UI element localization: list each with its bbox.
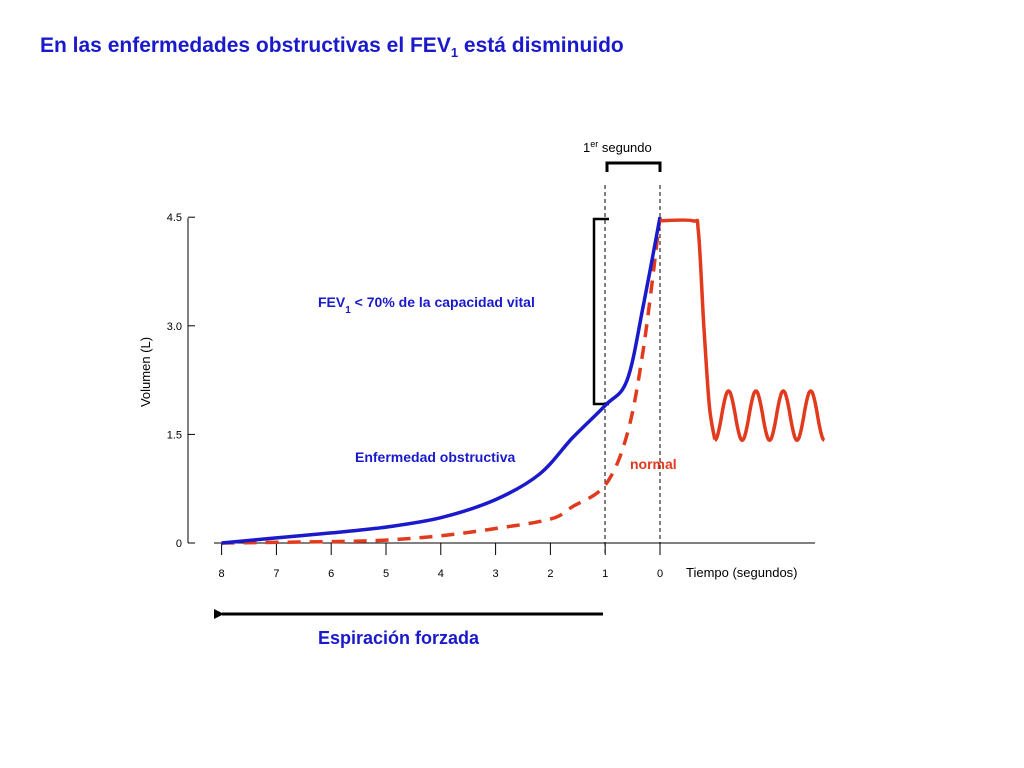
y-tick-label: 0 [176,538,182,550]
x-tick-label: 0 [657,568,663,580]
x-tick-label: 5 [383,568,389,580]
first-second-bracket [605,161,662,172]
first-second-label: 1er segundo [583,139,652,155]
forced-expiration-label: Espiración forzada [318,628,480,648]
x-tick-label: 8 [219,568,225,580]
x-tick-label: 1 [602,568,608,580]
y-tick-label: 3.0 [167,321,182,333]
x-tick-label: 2 [547,568,553,580]
slide-title: En las enfermedades obstructivas el FEV1… [40,34,624,61]
normal-plateau-curve [659,218,717,440]
obstructive-label: Enfermedad obstructiva [355,449,515,465]
y-axis-label: Volumen (L) [138,337,153,407]
x-tick-label: 4 [438,568,444,580]
fev1-annotation: FEV1 < 70% de la capacidad vital [318,294,535,316]
y-tick-label: 1.5 [167,429,182,441]
x-tick-label: 6 [328,568,334,580]
normal-label: normal [630,456,677,472]
x-axis-label: Tiempo (segundos) [686,565,798,580]
fev1-bracket [592,217,609,406]
tidal-breathing-wave [714,389,826,443]
obstructive-curve [221,216,662,545]
y-tick-label: 4.5 [167,212,182,224]
normal-curve [221,216,662,545]
x-tick-label: 7 [273,568,279,580]
x-tick-label: 3 [493,568,499,580]
